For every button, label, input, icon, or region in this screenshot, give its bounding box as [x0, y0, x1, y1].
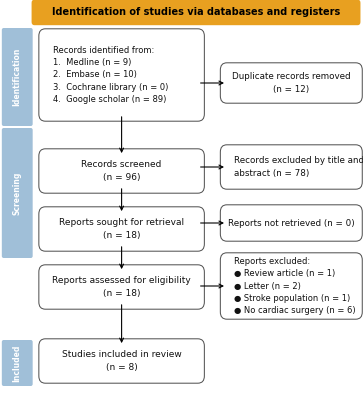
- FancyBboxPatch shape: [2, 28, 33, 126]
- FancyBboxPatch shape: [32, 0, 360, 25]
- Text: Reports not retrieved (n = 0): Reports not retrieved (n = 0): [228, 218, 355, 228]
- Text: Reports sought for retrieval
(n = 18): Reports sought for retrieval (n = 18): [59, 218, 184, 240]
- FancyBboxPatch shape: [39, 29, 204, 121]
- Text: Identification: Identification: [13, 48, 22, 106]
- Text: Studies included in review
(n = 8): Studies included in review (n = 8): [62, 350, 182, 372]
- FancyBboxPatch shape: [220, 205, 362, 241]
- FancyBboxPatch shape: [2, 128, 33, 258]
- Text: Screening: Screening: [13, 171, 22, 215]
- Text: Identification of studies via databases and registers: Identification of studies via databases …: [52, 8, 340, 18]
- FancyBboxPatch shape: [39, 265, 204, 309]
- Text: Records excluded by title and
abstract (n = 78): Records excluded by title and abstract (…: [234, 156, 363, 178]
- FancyBboxPatch shape: [2, 340, 33, 386]
- FancyBboxPatch shape: [39, 149, 204, 193]
- Text: Reports assessed for eligibility
(n = 18): Reports assessed for eligibility (n = 18…: [52, 276, 191, 298]
- FancyBboxPatch shape: [220, 63, 362, 103]
- Text: Included: Included: [13, 344, 22, 382]
- Text: Duplicate records removed
(n = 12): Duplicate records removed (n = 12): [232, 72, 351, 94]
- Text: Records screened
(n = 96): Records screened (n = 96): [81, 160, 162, 182]
- FancyBboxPatch shape: [220, 145, 362, 189]
- Text: Reports excluded:
● Review article (n = 1)
● Letter (n = 2)
● Stroke population : Reports excluded: ● Review article (n = …: [234, 257, 356, 315]
- FancyBboxPatch shape: [220, 253, 362, 319]
- FancyBboxPatch shape: [39, 339, 204, 383]
- FancyBboxPatch shape: [39, 207, 204, 251]
- Text: Records identified from:
1.  Medline (n = 9)
2.  Embase (n = 10)
3.  Cochrane li: Records identified from: 1. Medline (n =…: [53, 46, 168, 104]
